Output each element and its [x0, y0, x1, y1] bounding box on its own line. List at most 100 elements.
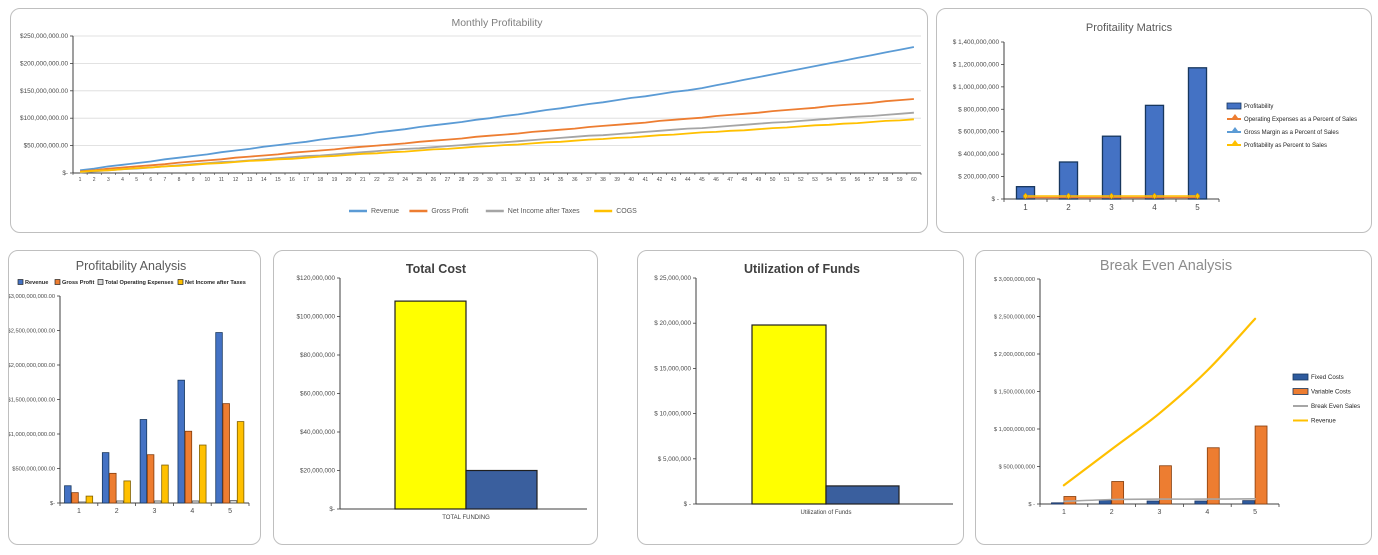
bar-fixed-costs — [1194, 500, 1208, 505]
legend-swatch — [177, 279, 184, 285]
y-axis-label: $ 800,000,000 — [958, 106, 999, 113]
chart-panel-utilization-of-funds[interactable]: Utilization of Funds $ 25,000,000 $ 20,00… — [637, 250, 964, 545]
x-axis-label: 29 — [473, 177, 479, 183]
x-axis-label: 26 — [431, 177, 437, 183]
chart-panel-monthly-profitability[interactable]: Monthly Profitability $250,000,000.00 $20… — [10, 8, 928, 233]
y-axis-label: $- — [329, 506, 335, 513]
x-axis-label: 16 — [289, 177, 295, 183]
x-axis-label: 9 — [192, 177, 195, 183]
x-axis-label: 54 — [826, 177, 832, 183]
x-axis-label: 11 — [219, 177, 224, 183]
x-axis-label: 4 — [1205, 509, 1209, 516]
line-series-cogs — [80, 118, 914, 173]
bar-variable-costs — [1111, 481, 1125, 505]
chart-panel-total-cost[interactable]: Total Cost $120,000,000 $100,000,000 $80,0… — [273, 250, 598, 545]
x-axis-label: 55 — [840, 177, 846, 183]
y-axis-label: $150,000,000.00 — [20, 88, 68, 95]
legend-item: Profitability — [1226, 102, 1273, 110]
x-axis-label: 1 — [1062, 509, 1066, 516]
x-axis-label: 27 — [445, 177, 451, 183]
legend-label: COGS — [616, 208, 637, 215]
y-axis-label: $80,000,000 — [300, 352, 336, 359]
chart-title: Profitability Analysis — [76, 259, 186, 273]
y-axis-label: $40,000,000 — [300, 429, 336, 436]
bar-yellow — [394, 300, 467, 510]
y-axis-label: $ 1,400,000,000 — [953, 39, 1000, 46]
y-axis-label: $20,000,000 — [300, 468, 336, 475]
utilization-of-funds-chart: Utilization of Funds $ 25,000,000 $ 20,00… — [654, 262, 953, 516]
bar-profitability — [1187, 67, 1208, 200]
x-axis-label: 2 — [115, 508, 119, 515]
bar-net-income-after-taxes — [85, 495, 94, 504]
y-axis-label: $ 200,000,000 — [958, 174, 999, 181]
legend-swatch — [1292, 388, 1309, 395]
legend-label: Fixed Costs — [1311, 374, 1344, 381]
x-axis-label: 2 — [93, 177, 96, 183]
y-axis-label: $ 400,000,000 — [958, 151, 999, 158]
x-axis-label: 7 — [163, 177, 166, 183]
bar-gross-profit — [146, 454, 155, 504]
bar-yellow — [751, 324, 827, 505]
x-axis-label: 47 — [727, 177, 733, 183]
x-axis-label: 34 — [544, 177, 550, 183]
x-axis-label: 44 — [685, 177, 691, 183]
y-axis-label: $ 1,000,000,000 — [994, 427, 1035, 433]
y-axis-label: $ 1,500,000,000 — [994, 390, 1035, 396]
chart-panel-profitability-matrics[interactable]: Profitaility Matrics $ 1,400,000,000 $ 1,… — [936, 8, 1372, 233]
chart-panel-break-even-analysis[interactable]: Break Even Analysis $ 3,000,000,000 $ 2,5… — [975, 250, 1372, 545]
y-axis-label: $ - — [684, 501, 691, 508]
x-axis-label: 18 — [318, 177, 324, 183]
bar-gross-profit — [109, 472, 117, 504]
x-axis-label: 17 — [303, 177, 309, 183]
y-axis-label: $ - — [1028, 502, 1035, 508]
x-axis-label: 5 — [228, 508, 232, 515]
x-axis-label: 5 — [1253, 509, 1257, 516]
bar-variable-costs — [1206, 447, 1220, 505]
chart-title: Break Even Analysis — [1100, 258, 1232, 274]
x-axis-label: 39 — [614, 177, 620, 183]
bar-revenue — [139, 419, 148, 504]
x-axis-label: 1 — [1023, 203, 1028, 212]
legend-item: Total Operating Expenses — [97, 279, 174, 286]
x-axis-label: 10 — [204, 177, 210, 183]
x-axis-label: 31 — [501, 177, 507, 183]
bar-fixed-costs — [1098, 499, 1112, 505]
plot-area: $ 3,000,000,000 $ 2,500,000,000 $ 2,000,00… — [994, 277, 1360, 516]
x-axis-label: 3 — [107, 177, 110, 183]
legend-label: Variable Costs — [1311, 389, 1351, 396]
chart-panel-profitability-analysis[interactable]: Profitability Analysis Revenue Gross Prof… — [8, 250, 261, 545]
line-series-net-income-after-taxes — [80, 111, 914, 174]
x-axis-label: 3 — [153, 508, 157, 515]
line-series-break-even-sales — [1063, 498, 1256, 503]
x-axis-label: TOTAL FUNDING — [442, 515, 490, 521]
bar-total-operating-expenses — [229, 500, 238, 504]
x-axis-label: 5 — [1195, 203, 1200, 212]
x-axis-label: 58 — [883, 177, 889, 183]
y-axis-label: $ 15,000,000 — [654, 365, 691, 372]
y-axis-label: $2,500,000,000.00 — [9, 329, 55, 335]
x-axis-label: 24 — [402, 177, 408, 183]
legend-label: Break Even Sales — [1311, 403, 1360, 410]
x-axis-label: 59 — [897, 177, 903, 183]
y-axis-label: $100,000,000 — [296, 314, 335, 321]
legend-label: Gross Profit — [62, 280, 94, 286]
legend-item: Revenue — [1293, 418, 1336, 425]
x-axis-label: 3 — [1109, 203, 1114, 212]
y-axis-label: $500,000,000.00 — [12, 467, 55, 473]
y-axis-label: $1,000,000,000.00 — [9, 432, 55, 438]
legend-item: Variable Costs — [1292, 388, 1351, 396]
x-axis-label: 57 — [869, 177, 875, 183]
bar-fixed-costs — [1146, 500, 1160, 505]
legend-item: COGS — [594, 208, 637, 215]
bar-blue — [825, 485, 900, 505]
break-even-analysis-chart: Break Even Analysis $ 3,000,000,000 $ 2,5… — [994, 258, 1360, 516]
x-axis-label: 43 — [671, 177, 677, 183]
bar-revenue — [64, 485, 72, 504]
bar-net-income-after-taxes — [199, 444, 207, 504]
y-axis-label: $ 20,000,000 — [654, 320, 691, 327]
x-axis-label: 53 — [812, 177, 818, 183]
y-axis-label: $120,000,000 — [296, 275, 335, 282]
bar-net-income-after-taxes — [236, 421, 245, 504]
y-axis-label: $ 5,000,000 — [658, 456, 692, 463]
